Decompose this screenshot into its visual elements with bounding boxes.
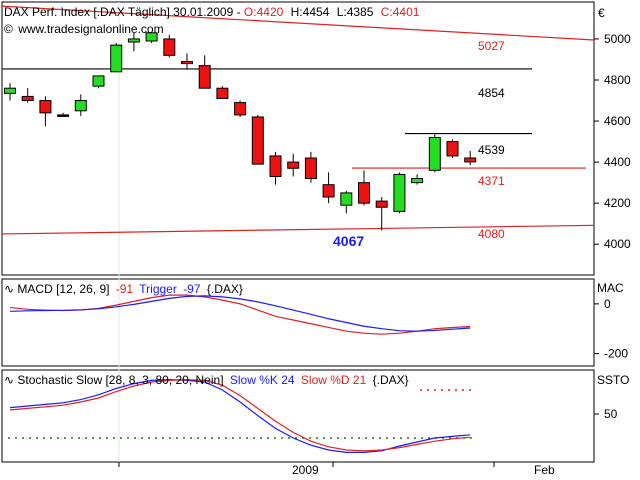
y-tick-label-4600: 4600: [604, 114, 631, 128]
low-annotation: 4067: [333, 233, 364, 249]
candle-body-8: [145, 32, 158, 42]
candle-body-12: [216, 87, 229, 99]
candle-body-4: [74, 100, 87, 112]
stoch-symbol: {.DAX}: [373, 373, 409, 387]
stoch-title: Stochastic Slow [28, 8, 3, 80, 20, Nein]: [17, 373, 223, 387]
macd-value: -91: [116, 282, 134, 296]
candle-body-26: [464, 157, 477, 163]
macd-symbol: {.DAX}: [207, 282, 243, 296]
macd-y-tick-label-0: 0: [604, 297, 611, 311]
macd-series-trigger: [9, 295, 471, 332]
level-label-5027: 5027: [478, 39, 505, 53]
macd-y-tick-label--200: -200: [604, 347, 628, 361]
x-label-2009: 2009: [292, 463, 319, 477]
website-text: www.tradesignalonline.com: [17, 22, 163, 36]
website-label: © www.tradesignalonline.com: [4, 22, 164, 36]
candle-body-20: [358, 182, 370, 204]
candle-body-1: [21, 95, 34, 102]
header-title: DAX Perf. Index [.DAX Täglich] 30.01.200…: [4, 5, 241, 19]
candle-body-18: [322, 184, 335, 198]
upper-trendline: [1, 5, 595, 41]
candle-body-15: [269, 155, 282, 177]
stoch-d-label: Slow %D 21: [301, 373, 367, 387]
candle-body-11: [198, 65, 211, 89]
candle-body-10: [181, 61, 193, 65]
stoch-header: ∿ Stochastic Slow [28, 8, 3, 80, 20, Nei…: [4, 373, 409, 387]
candle-body-7: [127, 38, 140, 43]
y-tick-label-4000: 4000: [604, 237, 631, 251]
copyright-icon: ©: [4, 22, 13, 36]
y-tick-label-4400: 4400: [604, 155, 631, 169]
macd-title: MACD [12, 26, 9]: [17, 282, 109, 296]
header-high: H:4454: [291, 5, 330, 19]
y-tick-label-4800: 4800: [604, 73, 631, 87]
macd-trigger-label: Trigger: [139, 282, 177, 296]
level-label-4854: 4854: [478, 86, 505, 100]
stoch-y-tick-label-50: 50: [604, 407, 618, 421]
candle-body-25: [446, 141, 459, 157]
lower-trendline: [1, 224, 595, 235]
stoch-panel: [1, 369, 595, 463]
y-tick-label-5000: 5000: [604, 32, 631, 46]
candle-body-13: [234, 102, 247, 116]
candle-body-3: [57, 114, 70, 117]
candle-body-22: [393, 173, 406, 212]
candle-body-14: [251, 116, 264, 165]
header-open: O:4420: [244, 5, 284, 19]
macd-panel: [1, 278, 595, 367]
header-low: L:4385: [337, 5, 374, 19]
macd-right-label: MAC: [597, 281, 624, 295]
chart-header: DAX Perf. Index [.DAX Täglich] 30.01.200…: [4, 5, 420, 19]
candle-body-2: [39, 100, 52, 114]
candle-body-17: [304, 157, 317, 180]
header-close: C:4401: [381, 5, 420, 19]
macd-header: ∿ MACD [12, 26, 9] -91 Trigger -97 {.DAX…: [4, 282, 243, 296]
price-panel: [1, 1, 595, 276]
stoch-series-d: [9, 378, 471, 452]
candle-body-23: [411, 178, 424, 184]
candle-body-21: [375, 200, 388, 208]
macd-wave-icon: ∿: [4, 282, 14, 296]
stoch-k-label: Slow %K 24: [230, 373, 295, 387]
level-label-4371: 4371: [478, 174, 505, 188]
candle-body-0: [4, 87, 16, 94]
x-label-feb: Feb: [534, 463, 555, 477]
candle-body-6: [110, 44, 123, 73]
stoch-wave-icon: ∿: [4, 373, 14, 387]
level-label-4539: 4539: [478, 143, 505, 157]
stoch-right-label: SSTO: [597, 373, 629, 387]
macd-trigger-value: -97: [183, 282, 201, 296]
candle-body-16: [287, 161, 300, 169]
currency-label: €: [598, 6, 605, 20]
candle-body-19: [340, 192, 353, 206]
level-label-4080: 4080: [478, 227, 505, 241]
candle-body-5: [92, 75, 105, 87]
candle-body-9: [163, 38, 176, 56]
candle-body-24: [428, 136, 441, 171]
stoch-series-k: [9, 378, 471, 453]
y-tick-label-4200: 4200: [604, 196, 631, 210]
